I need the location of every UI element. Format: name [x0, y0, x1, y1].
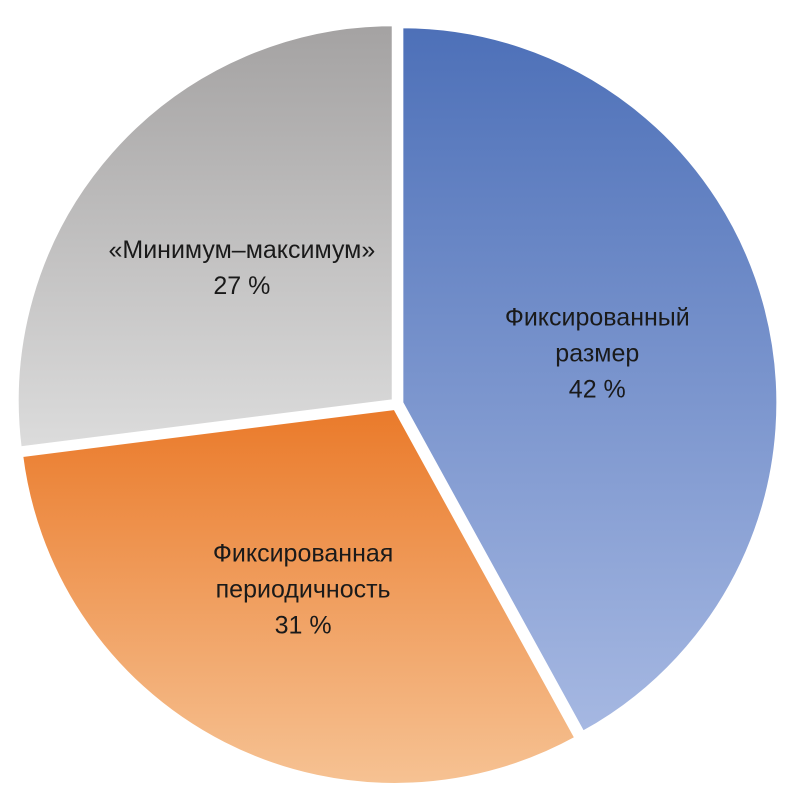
slice-category-label: Фиксированный	[505, 304, 690, 332]
slice-category-label: периодичность	[216, 575, 391, 603]
pie-slice	[20, 406, 578, 786]
pie-slice	[400, 25, 780, 735]
slice-category-label: размер	[555, 340, 639, 368]
slice-category-label: Фиксированная	[213, 539, 393, 567]
slice-value-label: 42 %	[569, 376, 626, 404]
pie-slice	[15, 23, 395, 450]
slice-category-label: «Минимум–максимум»	[108, 236, 375, 264]
slice-value-label: 27 %	[213, 272, 270, 300]
slice-value-label: 31 %	[275, 611, 332, 639]
